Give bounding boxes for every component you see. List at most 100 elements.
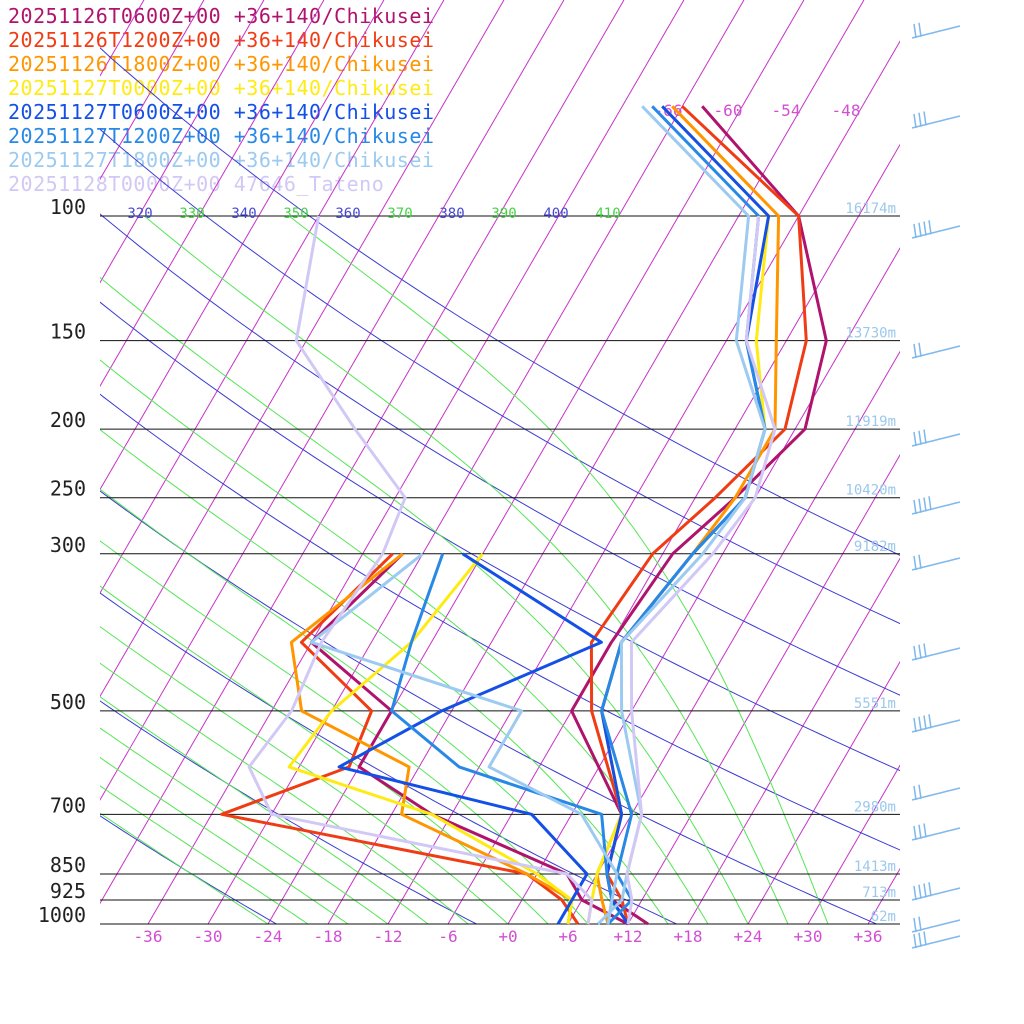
isotherm-line [100,0,505,698]
dry-adiabat-line [100,213,900,696]
pressure-label: 925 [50,879,86,903]
isotherm-line [0,0,24,924]
chart-legend: 20251126T0600Z+00 +36+140/Chikusei 20251… [8,4,434,196]
wind-barb [911,887,961,901]
pressure-label: 250 [50,477,86,501]
wind-barb-flag [913,223,917,239]
wind-barb-flag [913,113,917,129]
wind-barb-flag [913,499,917,515]
isotherm-line [100,0,325,388]
temperature-tick-label: -36 [134,927,163,946]
legend-entry-7: 20251128T0000Z+00 47646_Tateno [8,172,385,196]
wind-barb-flag [918,498,922,513]
pressure-label: 700 [50,793,86,817]
dewpoint-line-5 [390,553,614,925]
isotherm-line [867,867,900,924]
isotherm-line [327,0,865,924]
wind-barb-flag [913,23,917,39]
dry-adiabat-line [100,393,900,851]
isotherm-line [100,0,625,905]
dry-adiabat-line [100,128,900,625]
pressure-label: 100 [50,195,86,219]
wind-barb-flag [923,221,927,236]
height-label: 62m [871,909,896,925]
isotherm-line [100,0,145,77]
temperature-tick-label: -12 [374,927,403,946]
wind-barb [911,787,961,801]
dry-adiabat-line [100,700,478,924]
isotherm-line [100,0,385,491]
wind-barb [911,935,961,949]
temperature-line-6 [596,105,767,926]
wind-barb-flag [918,554,922,569]
wind-barb-flag [913,933,917,949]
wind-barb [911,345,961,359]
height-label: 9182m [854,539,896,555]
temperature-line-7 [625,215,777,925]
legend-entry-0: 20251126T0600Z+00 +36+140/Chikusei [8,4,435,28]
wind-barb [911,501,961,515]
dewpoint-line-3 [287,552,574,925]
pressure-label: 1000 [38,903,86,927]
isotherm-line [447,143,900,924]
isotherm-line [807,764,900,924]
isotherm-line [147,0,685,924]
isotherm-line [627,454,900,924]
wind-barb-flag [913,717,917,733]
wind-barb [911,919,961,933]
temperature-tick-label: +30 [794,927,823,946]
moist-adiabats [100,215,829,924]
wind-barb-flag [923,111,927,126]
moist-adiabat-line [100,429,669,924]
dry-adiabat-line [100,815,278,924]
wind-barb-flag [923,429,927,444]
isotherm-line [0,0,84,924]
legend-entry-2: 20251126T1800Z+00 +36+140/Chikusei [8,52,435,76]
theta-label: 360 [335,206,360,222]
wind-barb-flag [913,431,917,447]
wind-barb-flag [928,882,932,897]
wind-barb [911,557,961,571]
wind-barb-flag [913,825,917,841]
temperature-tick-label: -18 [314,927,343,946]
wind-barb-flag [913,645,917,661]
isotherm-line [100,0,445,594]
theta-label: 340 [231,206,256,222]
height-label: 5551m [854,696,896,712]
wind-barb-flag [918,22,922,37]
dewpoint-line-0 [309,552,629,926]
wind-barb-flag [923,931,927,946]
temperature-tick-label: -30 [194,927,223,946]
wind-barb-flag [918,430,922,445]
wind-barb-flag [928,714,932,729]
height-label: 16174m [845,201,896,217]
wind-barbs [911,22,961,949]
isotherm-line [747,660,900,924]
temperature-tick-label: -24 [254,927,283,946]
isotherm-line [687,557,900,924]
wind-barb-flag [918,716,922,731]
wind-barb-flag [913,785,917,801]
wind-barb-flag [918,222,922,237]
wind-barb-flag [918,644,922,659]
theta-label: 400 [543,206,568,222]
legend-entry-5: 20251127T1200Z+00 +36+140/Chikusei [8,124,435,148]
legend-entry-1: 20251126T1200Z+00 +36+140/Chikusei [8,28,435,52]
pressure-label: 200 [50,408,86,432]
theta-label: 380 [439,206,464,222]
isotherm-line [100,0,265,284]
wind-barb-flag [928,496,932,511]
isotherm-line [988,0,1024,924]
temperature-tick-label: +0 [498,927,517,946]
temperature-line-1 [589,105,808,925]
pressure-label: 150 [50,320,86,344]
wind-barb-flag [913,343,917,359]
dewpoint-line-7 [247,215,594,925]
dry-adiabats [100,47,900,924]
isotherm-line [567,350,900,924]
legend-entry-3: 20251127T0000Z+00 +36+140/Chikusei [8,76,435,100]
wind-barb-flag [923,497,927,512]
wind-barb [911,115,961,129]
isotherm-line [507,247,900,924]
